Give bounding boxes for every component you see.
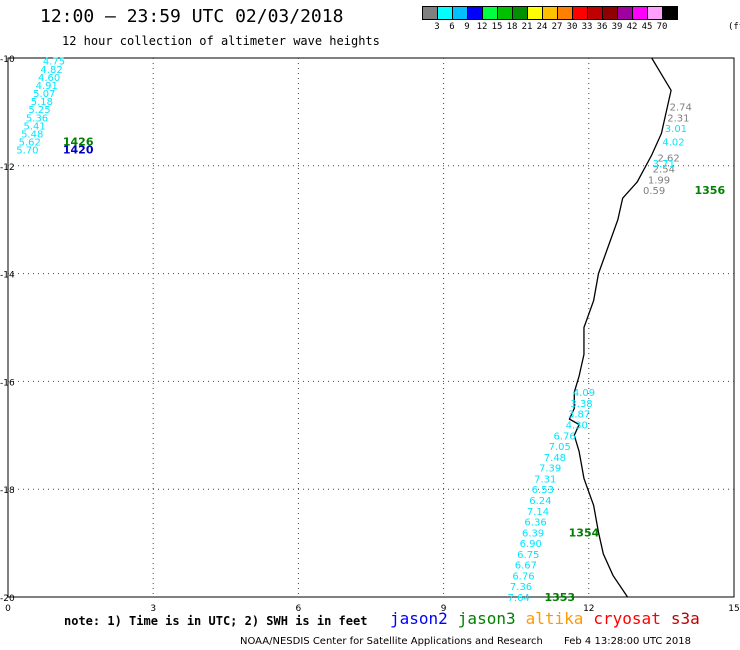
- wave-height-label: 2.54: [653, 164, 675, 175]
- satellite-name: jason3: [457, 609, 516, 628]
- footer-timestamp: Feb 4 13:28:00 UTC 2018: [564, 636, 692, 647]
- wave-height-label: 5.62: [19, 138, 41, 149]
- wave-height-label: 4.60: [38, 73, 60, 84]
- legend-tick-label: 70: [656, 22, 668, 32]
- x-tick-label: 12: [583, 604, 594, 614]
- pass-time-label: 1426: [63, 136, 94, 149]
- legend-tick-label: 33: [581, 22, 593, 32]
- wave-height-label: 4.09: [573, 388, 595, 399]
- wave-height-label: 5.70: [16, 146, 38, 157]
- y-tick-label: -10: [0, 55, 15, 65]
- pass-time-label: 1356: [694, 184, 725, 197]
- map-title: 12:00 — 23:59 UTC 02/03/2018: [40, 6, 344, 27]
- wave-height-label: 3.87: [568, 410, 590, 421]
- wave-height-label: 6.90: [520, 539, 542, 550]
- wave-height-label: 4.91: [36, 81, 58, 92]
- legend-swatches: [422, 6, 678, 20]
- wave-height-label: 6.39: [522, 528, 544, 539]
- wave-height-label: 2.31: [667, 113, 689, 124]
- x-tick-label: 15: [728, 604, 739, 614]
- wave-height-label: 6.36: [524, 518, 546, 529]
- wave-height-label: 2.62: [658, 154, 680, 165]
- map-subtitle: 12 hour collection of altimeter wave hei…: [62, 34, 380, 48]
- wave-height-label: 4.30: [566, 421, 588, 432]
- wave-height-label: 4.82: [40, 65, 62, 76]
- wave-height-label: 4.75: [43, 57, 65, 68]
- satellite-name: jason2: [390, 609, 448, 628]
- wave-height-label: 6.24: [529, 496, 551, 507]
- x-tick-label: 3: [150, 604, 156, 614]
- legend-tick-label: 36: [596, 22, 608, 32]
- wave-height-label: 7.14: [527, 507, 549, 518]
- wave-height-label: 7.05: [549, 442, 571, 453]
- wave-height-label: 5.18: [31, 97, 53, 108]
- wave-height-label: 3.71: [653, 159, 675, 170]
- legend-tick-label: 30: [566, 22, 578, 32]
- legend-tick-label: 18: [506, 22, 518, 32]
- legend-tick-label: 27: [551, 22, 563, 32]
- y-tick-label: -14: [0, 271, 15, 281]
- y-tick-label: -18: [0, 486, 15, 496]
- wave-height-label: 5.36: [26, 113, 48, 124]
- wave-height-label: 6.75: [517, 550, 539, 561]
- legend-unit: (ft): [728, 22, 740, 32]
- wave-height-label: 1.99: [648, 175, 670, 186]
- color-legend: [422, 6, 678, 20]
- footer-credit: NOAA/NESDIS Center for Satellite Applica…: [240, 636, 543, 647]
- pass-time-label: 1354: [569, 526, 600, 539]
- wave-height-label: 7.31: [534, 474, 556, 485]
- wave-height-label: 3.38: [570, 399, 592, 410]
- satellite-name: altika: [525, 609, 584, 628]
- y-tick-label: -12: [0, 163, 15, 173]
- wave-height-label: 5.48: [21, 129, 43, 140]
- wave-height-label: 6.53: [532, 485, 554, 496]
- wave-height-label: 0.59: [643, 186, 665, 197]
- wave-height-label: 4.02: [662, 138, 684, 149]
- legend-tick-label: 9: [464, 22, 470, 32]
- wave-height-label: 7.48: [544, 453, 566, 464]
- legend-tick-label: 39: [611, 22, 623, 32]
- wave-height-label: 7.39: [539, 464, 561, 475]
- legend-swatch: [662, 6, 678, 20]
- x-tick-label: 9: [441, 604, 447, 614]
- wave-height-label: 2.74: [670, 103, 692, 114]
- legend-tick-label: 6: [449, 22, 455, 32]
- footnote: note: 1) Time is in UTC; 2) SWH is in fe…: [64, 614, 368, 628]
- legend-tick-label: 24: [536, 22, 548, 32]
- legend-tick-label: 42: [626, 22, 638, 32]
- wave-height-label: 5.07: [33, 89, 55, 100]
- wave-height-label: 6.67: [515, 561, 537, 572]
- legend-tick-label: 45: [641, 22, 653, 32]
- wave-height-label: 5.41: [23, 121, 45, 132]
- map-frame: [7, 57, 735, 598]
- pass-time-label: 1353: [544, 591, 575, 604]
- satellite-name: s3a: [670, 609, 700, 628]
- legend-tick-label: 15: [491, 22, 503, 32]
- satellite-legend: jason2 jason3 altika cryosat s3a: [390, 609, 710, 628]
- footer: NOAA/NESDIS Center for Satellite Applica…: [240, 636, 691, 647]
- legend-tick-label: 12: [476, 22, 488, 32]
- coastline: [568, 57, 672, 598]
- satellite-name: cryosat: [593, 609, 661, 628]
- wave-height-label: 3.01: [665, 124, 687, 135]
- legend-tick-label: 3: [434, 22, 440, 32]
- wave-height-label: 7.36: [510, 582, 532, 593]
- y-tick-label: -20: [0, 594, 15, 604]
- y-tick-label: -16: [0, 378, 15, 388]
- wave-height-label: 7.64: [507, 593, 529, 604]
- pass-time-label: 1420: [63, 144, 94, 157]
- x-tick-label: 0: [5, 604, 11, 614]
- wave-height-label: 5.25: [28, 105, 50, 116]
- wave-height-label: 6.76: [553, 431, 575, 442]
- x-tick-label: 6: [296, 604, 302, 614]
- wave-height-label: 6.76: [512, 571, 534, 582]
- legend-tick-label: 21: [521, 22, 533, 32]
